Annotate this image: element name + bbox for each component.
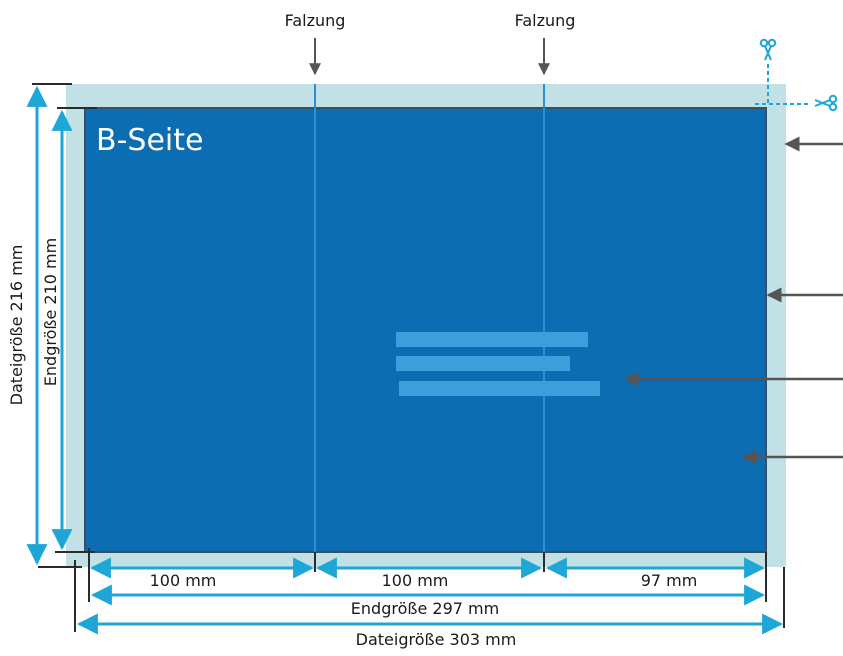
file-height-label: Dateigröße 216 mm: [7, 245, 26, 406]
end-height-label: Endgröße 210 mm: [41, 238, 60, 386]
trim-area: [84, 107, 767, 553]
side-label: B-Seite: [96, 123, 203, 158]
panel-2-width: 100 mm: [382, 571, 449, 590]
text-placeholder-bar: [396, 356, 570, 371]
file-width-label: Dateigröße 303 mm: [356, 630, 517, 649]
fold-label-2: Falzung: [515, 11, 576, 30]
text-placeholder-bar: [396, 332, 588, 347]
panel-3-width: 97 mm: [641, 571, 698, 590]
end-width-label: Endgröße 297 mm: [351, 599, 499, 618]
text-placeholder-bar: [399, 381, 600, 396]
fold-label-1: Falzung: [285, 11, 346, 30]
scissors-icon: [814, 94, 838, 112]
scissors-icon: [759, 38, 777, 61]
panel-1-width: 100 mm: [150, 571, 217, 590]
